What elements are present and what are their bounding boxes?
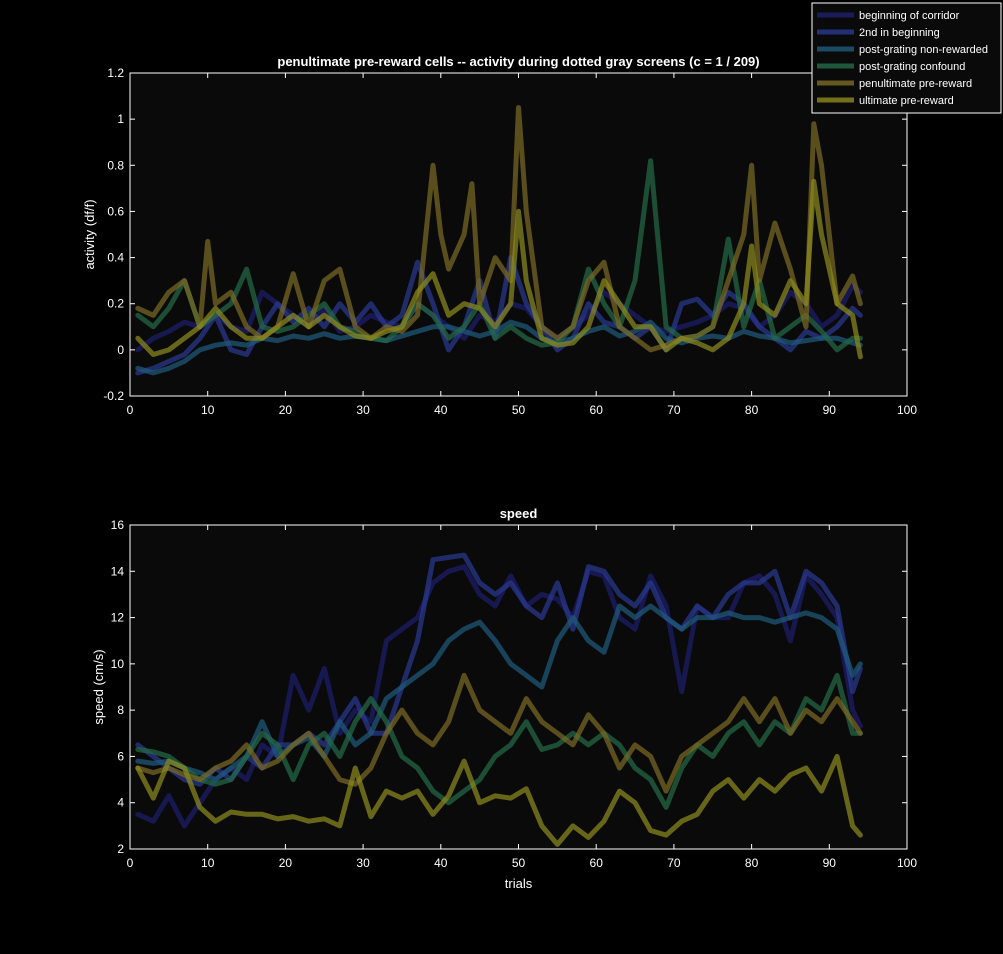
speed-x-tick-label: 70 [667,856,681,870]
activity-x-tick-label: 20 [279,403,293,417]
speed-plot-frame [129,524,908,850]
activity-y-axis-label: activity (df/f) [82,199,97,269]
activity-x-tick-label: 60 [590,403,604,417]
speed-x-tick-label: 10 [201,856,215,870]
activity-x-tick-label: 0 [127,403,134,417]
activity-y-tick-label: 0.4 [107,251,124,265]
activity-x-tick-label: 80 [745,403,759,417]
activity-x-tick-label: 70 [667,403,681,417]
speed-y-tick-label: 16 [111,518,125,532]
activity-x-tick-label: 10 [201,403,215,417]
activity-series-post-grating-confound [135,158,863,353]
activity-y-tick-label: 0.8 [107,158,124,172]
activity-x-tick-label: 50 [512,403,526,417]
speed-y-tick-label: 8 [117,703,124,717]
legend-label-post-grating-confound: post-grating confound [859,61,965,73]
legend-label-post-grating-non-rewarded: post-grating non-rewarded [859,44,988,56]
activity-series-2nd-in-beginning [135,255,863,376]
speed-y-tick-label: 14 [111,564,125,578]
speed-y-tick-label: 4 [117,796,124,810]
activity-series-group [135,105,863,376]
speed-series-post-grating-confound [135,672,863,810]
speed-x-tick-label: 40 [434,856,448,870]
speed-axis-ticks: 0 10 20 30 40 50 60 70 80 90 100 2 4 6 8 10 12 14 16 [111,518,918,870]
activity-x-tick-label: 100 [897,403,917,417]
activity-x-tick-label: 90 [823,403,837,417]
activity-y-tick-label: 0.6 [107,204,124,218]
legend-label-ultimate-pre-reward: ultimate pre-reward [859,95,954,107]
legend-box [811,2,1002,114]
speed-x-tick-label: 50 [512,856,526,870]
speed-plot-area [130,525,907,849]
speed-y-tick-label: 2 [117,842,124,856]
activity-y-tick-label: 0.2 [107,297,124,311]
activity-series-ultimate-pre-reward [135,178,863,360]
activity-plot-title: penultimate pre-reward cells -- activity… [277,54,759,69]
speed-series-ultimate-pre-reward [135,753,863,847]
speed-x-tick-label: 80 [745,856,759,870]
legend: beginning of corridor 2nd in beginning pos… [811,2,1002,114]
speed-series-group [135,552,863,847]
activity-y-tick-label: 1 [117,112,124,126]
legend-label-beginning-of-corridor: beginning of corridor [859,10,960,22]
activity-axis-ticks: 0 10 20 30 40 50 60 70 80 90 100-0.200.20.40.60.81… [103,66,917,417]
activity-plot-frame [129,72,908,397]
activity-x-tick-label: 30 [356,403,370,417]
speed-plot-title: speed [500,506,538,521]
activity-plot: penultimate pre-reward cells -- activity… [82,54,917,417]
activity-y-tick-label: -0.2 [103,389,124,403]
activity-y-tick-label: 1.2 [107,66,124,80]
speed-y-tick-label: 6 [117,749,124,763]
speed-y-tick-label: 12 [111,611,125,625]
speed-x-axis-label: trials [505,876,533,891]
speed-x-tick-label: 90 [823,856,837,870]
speed-series-post-grating-non-rewarded [135,603,863,783]
speed-plot: speed speed (cm/s) trials 0 10 20 30 40 50 60 7… [91,506,917,891]
speed-x-tick-label: 100 [897,856,917,870]
speed-y-axis-label: speed (cm/s) [91,649,106,724]
speed-x-tick-label: 0 [127,856,134,870]
speed-series-penultimate-pre-reward [135,672,863,794]
speed-y-tick-label: 10 [111,657,125,671]
legend-items: beginning of corridor 2nd in beginning pos… [817,10,988,107]
legend-label-penultimate-pre-reward: penultimate pre-reward [859,78,972,90]
activity-x-tick-label: 40 [434,403,448,417]
speed-x-tick-label: 60 [590,856,604,870]
activity-y-tick-label: 0 [117,343,124,357]
speed-x-tick-label: 20 [279,856,293,870]
speed-x-tick-label: 30 [356,856,370,870]
legend-label-2nd-in-beginning: 2nd in beginning [859,27,940,39]
